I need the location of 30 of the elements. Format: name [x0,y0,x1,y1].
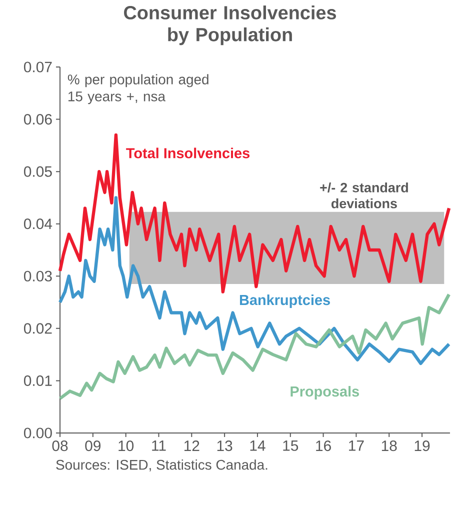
x-tick-label: 10 [118,440,134,452]
series-label: Total Insolvencies [126,148,250,158]
x-tick-label: 09 [85,440,100,452]
band-label: +/- 2 standard deviations [320,182,408,208]
x-tick-label: 14 [250,440,266,451]
x-tick-label: 15 [283,440,298,451]
x-tick-label: 11 [152,440,166,451]
series-label: Proposals [290,386,359,400]
x-tick-label: 12 [184,440,200,451]
line-series [58,133,451,294]
series-label: Bankruptcies [240,294,330,308]
x-tick-label: 13 [217,440,232,452]
x-tick-label: 18 [382,440,397,452]
y-tick-label: 0.00 [24,428,52,438]
annotation: % per population aged 15 years +, nsa [68,74,208,104]
y-tick-label: 0.03 [24,270,52,282]
x-tick-label: 16 [316,440,331,452]
x-tick-label: 19 [414,440,430,452]
line-series [58,196,451,366]
x-tick-label: 17 [349,440,364,451]
y-tick-label: 0.07 [24,62,52,72]
chart-title: Consumer Insolvencies by Population [124,6,336,46]
y-tick-label: 0.01 [24,375,52,386]
y-tick-label: 0.06 [24,114,52,125]
line-series [58,292,451,400]
x-tick-label: 08 [52,440,68,452]
source-note: Sources: ISED, Statistics Canada. [56,460,268,472]
y-tick-label: 0.04 [24,218,52,230]
y-tick-label: 0.02 [24,323,52,334]
y-tick-label: 0.05 [24,166,52,177]
